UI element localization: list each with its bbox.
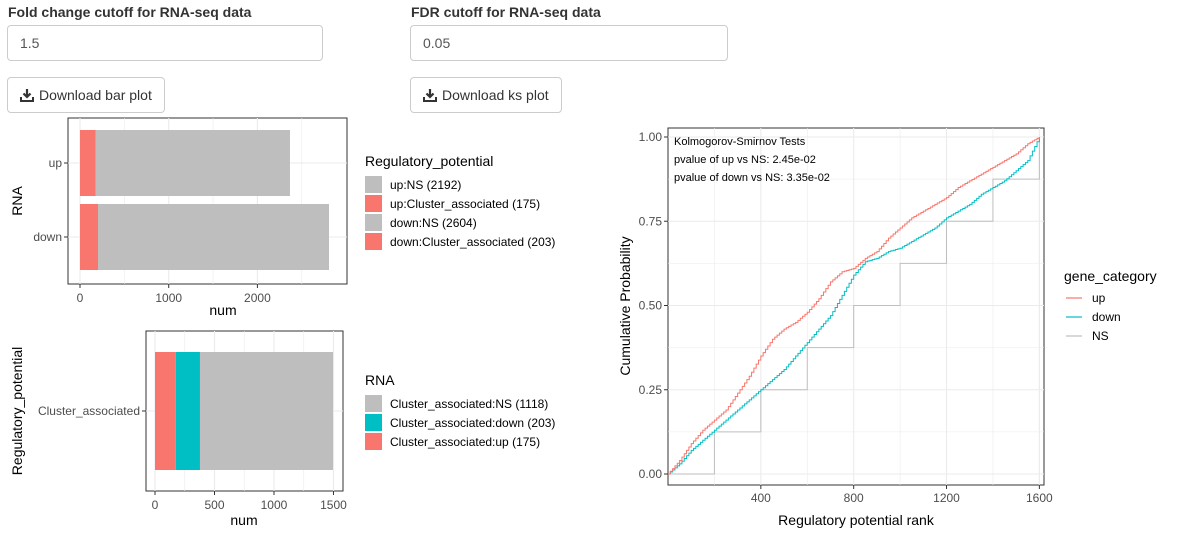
legend-key	[365, 395, 382, 412]
fdr-label: FDR cutoff for RNA-seq data	[411, 4, 601, 20]
fdr-input[interactable]	[410, 25, 728, 61]
download-ks-plot-label: Download ks plot	[442, 87, 549, 103]
series-line-down	[668, 137, 1040, 475]
y-tick-label: 0.50	[639, 299, 663, 313]
ks-annotation: pvalue of up vs NS: 2.45e-02	[674, 154, 816, 166]
legend-label: up:Cluster_associated (175)	[390, 197, 540, 211]
legend-key	[365, 414, 382, 431]
x-tick-label: 400	[751, 491, 771, 505]
x-axis-title: Regulatory potential rank	[778, 512, 935, 528]
legend-label: Cluster_associated:down (203)	[390, 416, 555, 430]
x-tick-label: 800	[844, 491, 864, 505]
legend-label: down:Cluster_associated (203)	[390, 235, 555, 249]
y-tick-label: Cluster_associated	[38, 404, 140, 418]
legend-label: Cluster_associated:NS (1118)	[390, 397, 548, 411]
x-tick-label: 1000	[261, 498, 288, 512]
y-axis-title: Cumulative Probability	[617, 236, 633, 375]
download-icon	[20, 89, 34, 102]
download-bar-plot-label: Download bar plot	[39, 87, 152, 103]
y-tick-label: 0.75	[639, 214, 663, 228]
x-tick-label: 1500	[320, 498, 347, 512]
x-axis-title: num	[230, 512, 257, 528]
bar-segment	[175, 352, 200, 470]
download-icon	[423, 89, 437, 102]
legend-key	[365, 433, 382, 450]
series-line-up	[668, 137, 1040, 475]
x-tick-label: 1200	[933, 491, 960, 505]
legend-label: up	[1092, 291, 1106, 305]
legend-title: gene_category	[1064, 268, 1157, 284]
x-axis-title: num	[209, 302, 236, 318]
x-tick-label: 500	[204, 498, 224, 512]
y-axis-title: Regulatory_potential	[9, 347, 25, 475]
legend-key	[365, 233, 382, 250]
bar-segment	[98, 204, 330, 270]
legend-label: up:NS (2192)	[390, 178, 461, 192]
x-tick-label: 1000	[155, 291, 182, 305]
y-tick-label: 0.00	[639, 467, 663, 481]
series-line-NS	[668, 137, 1040, 475]
rna-bar-chart: up down 0 1000 2000 num RNA Regulatory_pote…	[9, 117, 555, 318]
fold-change-input[interactable]	[7, 25, 323, 61]
y-axis-title: RNA	[9, 186, 25, 216]
legend-label: down:NS (2604)	[390, 216, 477, 230]
download-ks-plot-button[interactable]: Download ks plot	[410, 77, 562, 113]
legend-key	[365, 176, 382, 193]
bar-segment	[80, 130, 96, 196]
ks-annotation: Kolmogorov-Smirnov Tests	[674, 136, 806, 148]
x-tick-label: 2000	[244, 291, 271, 305]
legend-title: Regulatory_potential	[365, 153, 493, 169]
legend-label: Cluster_associated:up (175)	[390, 435, 540, 449]
y-tick-label: 0.25	[639, 383, 663, 397]
legend-label: NS	[1092, 329, 1109, 343]
download-bar-plot-button[interactable]: Download bar plot	[7, 77, 165, 113]
y-tick-label: down	[33, 230, 62, 244]
bar-segment	[155, 352, 176, 470]
ks-cumulative-plot: Kolmogorov-Smirnov Tests pvalue of up vs …	[617, 127, 1157, 528]
bar-segment	[95, 130, 290, 196]
x-tick-label: 0	[152, 498, 159, 512]
fold-change-label: Fold change cutoff for RNA-seq data	[8, 4, 252, 20]
y-tick-label: up	[49, 156, 63, 170]
y-tick-label: 1.00	[639, 130, 663, 144]
x-tick-label: 0	[77, 291, 84, 305]
legend-key	[365, 214, 382, 231]
bar-segment	[199, 352, 333, 470]
bar-segment	[80, 204, 99, 270]
ks-annotation: pvalue of down vs NS: 3.35e-02	[674, 172, 830, 184]
legend-title: RNA	[365, 372, 395, 388]
legend-label: down	[1092, 310, 1121, 324]
plot-panel	[667, 127, 1045, 486]
legend-key	[365, 195, 382, 212]
regulatory-potential-bar-chart: Cluster_associated 0 500 1000 1500 num Regu…	[9, 330, 555, 528]
x-tick-label: 1600	[1026, 491, 1053, 505]
